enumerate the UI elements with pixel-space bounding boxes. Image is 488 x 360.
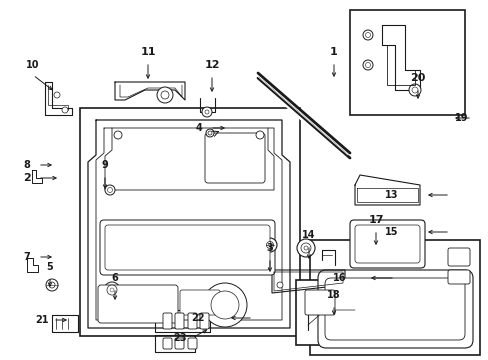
- Circle shape: [104, 282, 120, 298]
- FancyBboxPatch shape: [100, 220, 274, 275]
- FancyBboxPatch shape: [175, 338, 183, 349]
- Circle shape: [362, 60, 372, 70]
- Bar: [349, 10, 464, 115]
- Text: 21: 21: [35, 315, 49, 325]
- Text: 5: 5: [46, 262, 53, 272]
- FancyBboxPatch shape: [349, 220, 424, 268]
- Text: 18: 18: [326, 290, 340, 300]
- Text: 4: 4: [195, 123, 202, 133]
- Text: 12: 12: [204, 60, 219, 70]
- FancyBboxPatch shape: [98, 285, 178, 323]
- Text: 8: 8: [23, 160, 30, 170]
- Circle shape: [365, 63, 370, 68]
- Circle shape: [301, 243, 310, 253]
- Circle shape: [46, 279, 58, 291]
- Bar: [295, 280, 365, 345]
- Text: 11: 11: [140, 47, 156, 57]
- Circle shape: [114, 131, 122, 139]
- Circle shape: [304, 246, 307, 250]
- FancyBboxPatch shape: [175, 313, 183, 329]
- Text: 20: 20: [409, 73, 425, 83]
- Text: 15: 15: [385, 227, 398, 237]
- Circle shape: [107, 188, 112, 193]
- Text: 2: 2: [23, 173, 31, 183]
- Text: 16: 16: [332, 273, 346, 283]
- Text: 22: 22: [191, 313, 204, 323]
- Circle shape: [207, 131, 212, 135]
- Circle shape: [411, 87, 417, 93]
- Text: 9: 9: [102, 160, 108, 170]
- Circle shape: [62, 107, 68, 113]
- FancyBboxPatch shape: [305, 290, 334, 315]
- Text: 17: 17: [367, 215, 383, 225]
- FancyBboxPatch shape: [163, 313, 172, 329]
- Text: 14: 14: [302, 230, 315, 240]
- FancyBboxPatch shape: [187, 338, 197, 349]
- Circle shape: [296, 239, 314, 257]
- Circle shape: [49, 282, 55, 288]
- Text: 19: 19: [454, 113, 468, 123]
- FancyBboxPatch shape: [447, 248, 469, 266]
- FancyBboxPatch shape: [204, 133, 264, 183]
- Circle shape: [362, 30, 372, 40]
- Circle shape: [202, 107, 212, 117]
- Circle shape: [408, 84, 420, 96]
- Text: 3: 3: [266, 243, 273, 253]
- FancyBboxPatch shape: [317, 270, 472, 348]
- Circle shape: [204, 110, 208, 114]
- Circle shape: [203, 283, 246, 327]
- Text: 1: 1: [329, 47, 337, 57]
- Circle shape: [205, 129, 214, 137]
- FancyBboxPatch shape: [105, 225, 269, 270]
- FancyBboxPatch shape: [187, 313, 197, 329]
- Text: 13: 13: [385, 190, 398, 200]
- Circle shape: [54, 92, 60, 98]
- Text: 6: 6: [111, 273, 118, 283]
- Bar: [80, 108, 299, 336]
- FancyBboxPatch shape: [325, 278, 464, 340]
- Circle shape: [365, 32, 370, 37]
- FancyBboxPatch shape: [180, 290, 220, 315]
- Circle shape: [276, 282, 283, 288]
- Text: 10: 10: [26, 60, 40, 70]
- Circle shape: [210, 291, 239, 319]
- Text: 7: 7: [23, 252, 30, 262]
- Circle shape: [110, 288, 114, 292]
- FancyBboxPatch shape: [354, 225, 419, 263]
- Circle shape: [266, 242, 273, 248]
- FancyBboxPatch shape: [447, 270, 469, 284]
- Bar: [309, 240, 479, 355]
- Circle shape: [263, 238, 276, 252]
- Circle shape: [107, 285, 117, 295]
- FancyBboxPatch shape: [200, 313, 208, 329]
- Circle shape: [161, 91, 169, 99]
- Circle shape: [105, 185, 115, 195]
- Text: 23: 23: [173, 333, 186, 343]
- FancyBboxPatch shape: [163, 338, 172, 349]
- Circle shape: [157, 87, 173, 103]
- Circle shape: [256, 131, 264, 139]
